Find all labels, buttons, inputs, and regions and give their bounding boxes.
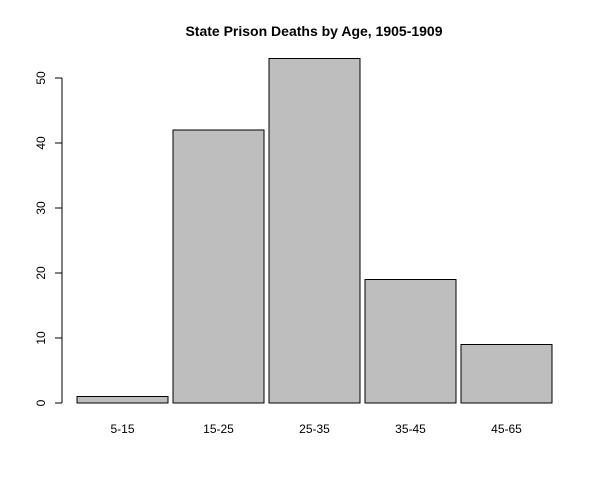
y-tick-label: 30 [34, 201, 48, 215]
chart-title: State Prison Deaths by Age, 1905-1909 [185, 23, 442, 39]
x-category-label: 45-65 [491, 422, 522, 436]
x-category-label: 5-15 [110, 422, 134, 436]
y-tick-label: 10 [34, 331, 48, 345]
x-axis-labels: 5-15 15-25 25-35 35-45 45-65 [110, 422, 522, 436]
bars-group [76, 58, 553, 404]
x-category-label: 35-45 [395, 422, 426, 436]
y-axis: 0 10 20 30 40 50 [34, 71, 63, 406]
y-tick-label: 50 [34, 71, 48, 85]
bar-25-35 [268, 58, 361, 404]
y-tick-label: 0 [34, 399, 48, 406]
x-category-label: 25-35 [299, 422, 330, 436]
bar-15-25 [172, 129, 265, 404]
y-tick-label: 40 [34, 136, 48, 150]
bar-5-15 [76, 396, 169, 404]
bar-45-65 [460, 344, 553, 404]
bar-35-45 [364, 279, 457, 404]
y-tick-label: 20 [34, 266, 48, 280]
x-category-label: 15-25 [203, 422, 234, 436]
